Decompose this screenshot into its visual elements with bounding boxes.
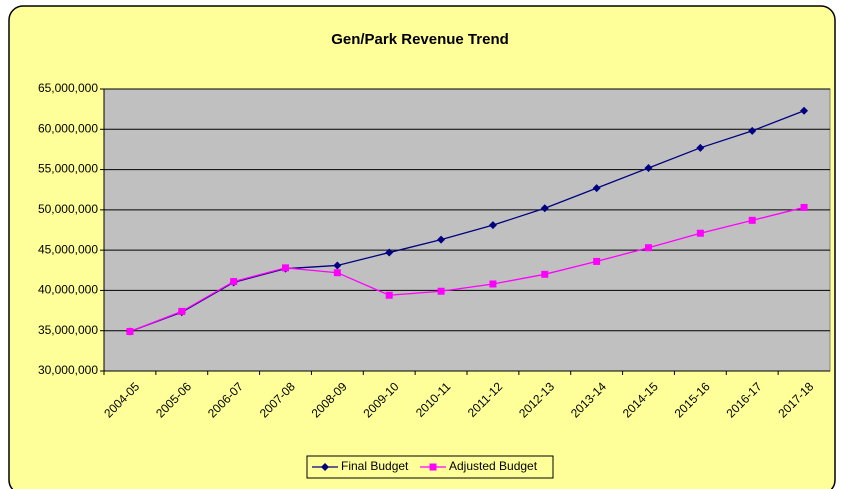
marker [437,235,446,244]
marker [488,221,497,230]
y-tick-label: 60,000,000 [38,121,98,135]
y-tick-label: 65,000,000 [38,81,98,95]
marker [645,244,652,252]
marker [385,291,393,299]
marker [541,270,549,278]
marker [429,463,437,471]
legend-label: Final Budget [341,459,409,473]
marker [748,126,757,135]
y-tick-label: 40,000,000 [38,283,98,297]
marker [748,216,756,224]
marker [696,143,705,152]
marker [126,328,134,336]
y-tick-label: 30,000,000 [38,363,98,377]
marker [644,163,653,172]
marker [592,184,601,193]
marker [696,229,704,237]
marker [230,278,238,286]
series-line [129,110,805,333]
y-tick-label: 35,000,000 [38,323,98,337]
marker [800,203,808,211]
y-tick-label: 45,000,000 [38,242,98,256]
marker [333,261,342,270]
marker [593,257,601,265]
marker [333,269,341,277]
y-tick-label: 55,000,000 [38,162,98,176]
chart-title: Gen/Park Revenue Trend [331,31,509,48]
marker [385,248,394,257]
legend-label: Adjusted Budget [449,459,538,473]
y-tick-label: 50,000,000 [38,202,98,216]
marker [437,287,445,295]
series-line [129,206,805,333]
plot-area [103,88,831,372]
marker [178,307,186,315]
marker [321,463,329,471]
marker [800,106,809,115]
marker [489,280,497,288]
marker [282,264,289,272]
marker [540,204,549,213]
